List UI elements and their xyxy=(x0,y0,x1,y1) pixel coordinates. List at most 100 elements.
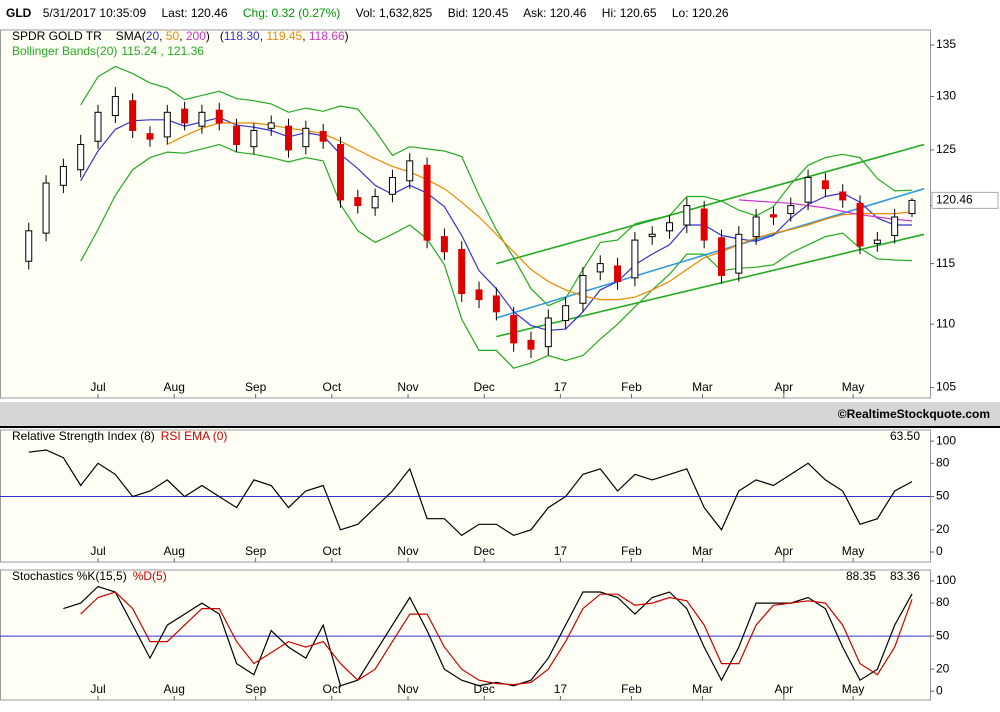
y-tick-label: 0 xyxy=(936,683,943,697)
bollinger-upper xyxy=(80,65,913,307)
candle-body xyxy=(42,182,50,234)
candle-body xyxy=(163,111,171,138)
legend-text: 121.36 xyxy=(167,44,204,58)
candle-body xyxy=(821,180,829,190)
y-tick-label: 0 xyxy=(936,544,943,558)
separator-band xyxy=(0,402,1000,426)
x-tick-label: Mar xyxy=(692,682,713,696)
candle-body xyxy=(371,196,379,209)
candle-body xyxy=(752,216,760,238)
candle-body xyxy=(839,191,847,201)
candle-body xyxy=(562,305,570,321)
candle-body xyxy=(596,263,604,273)
high: Hi: 120.65 xyxy=(602,6,657,20)
x-tick-label: Nov xyxy=(397,380,418,394)
candle-body xyxy=(769,214,777,218)
candle-body xyxy=(735,233,743,274)
y-tick-label: 125 xyxy=(936,142,956,156)
candle-body xyxy=(666,222,674,232)
datetime: 5/31/2017 10:35:09 xyxy=(43,6,147,20)
candle-body xyxy=(458,248,466,295)
x-tick-label: Nov xyxy=(397,544,418,558)
current-value: 63.50 xyxy=(890,429,920,443)
title: Stochastics %K(15,5) xyxy=(12,569,127,583)
candle-body xyxy=(146,133,154,140)
legend-text: , xyxy=(179,29,186,43)
x-tick-label: Jul xyxy=(90,682,105,696)
candle-body xyxy=(354,197,362,207)
legend-name: SPDR GOLD TR xyxy=(12,29,102,43)
x-tick-label: Apr xyxy=(774,682,793,696)
x-tick-label: 17 xyxy=(554,380,568,394)
x-tick-label: Dec xyxy=(474,544,495,558)
bollinger-legend: Bollinger Bands(20) 115.24 , 121.36 xyxy=(12,44,204,58)
indicator-line xyxy=(63,585,913,687)
title: %D(5) xyxy=(133,569,167,583)
x-tick-label: Oct xyxy=(322,682,341,696)
candle-body xyxy=(891,216,899,236)
x-tick-label: Sep xyxy=(245,682,267,696)
x-tick-label: May xyxy=(842,380,865,394)
x-tick-label: Oct xyxy=(322,380,341,394)
x-tick-label: Aug xyxy=(164,544,185,558)
candle-body xyxy=(510,315,518,344)
current-value: 83.36 xyxy=(890,569,920,583)
x-tick-label: Feb xyxy=(621,682,642,696)
indicator-line xyxy=(28,449,913,537)
plot-area xyxy=(0,29,931,399)
low: Lo: 120.26 xyxy=(672,6,729,20)
y-tick-label: 80 xyxy=(936,455,950,469)
x-tick-label: Jul xyxy=(90,380,105,394)
candle-body xyxy=(77,144,85,171)
candle-body xyxy=(406,160,414,182)
change: Chg: 0.32 (0.27%) xyxy=(243,6,340,20)
candle-body xyxy=(423,164,431,241)
current-value: 88.35 xyxy=(846,569,876,583)
y-tick-label: 20 xyxy=(936,522,950,536)
bollinger-lower xyxy=(80,143,913,369)
last-price-box xyxy=(931,191,999,209)
legend-value: 118.30 xyxy=(224,29,260,43)
trendline xyxy=(496,187,925,319)
x-tick-label: Feb xyxy=(621,544,642,558)
x-tick-label: Apr xyxy=(774,380,793,394)
candle-body xyxy=(302,127,310,148)
x-tick-label: Apr xyxy=(774,544,793,558)
legend-text: ) xyxy=(345,29,349,43)
volume: Vol: 1,632,825 xyxy=(356,6,433,20)
x-tick-label: Mar xyxy=(692,544,713,558)
candle-body xyxy=(59,165,67,186)
legend-text: 115.24 xyxy=(121,44,157,58)
candle-body xyxy=(319,131,327,142)
candle-body xyxy=(873,239,881,245)
candle-body xyxy=(631,239,639,279)
legend-text: , xyxy=(157,44,167,58)
x-tick-label: Aug xyxy=(164,682,185,696)
legend-value: 119.45 xyxy=(266,29,302,43)
candle-body xyxy=(25,230,33,262)
candle-body xyxy=(856,202,864,247)
candle-body xyxy=(336,144,344,201)
header: GLD 5/31/2017 10:35:09 Last: 120.46 Chg:… xyxy=(6,6,729,20)
candle-body xyxy=(614,265,622,282)
title: RSI EMA (0) xyxy=(161,429,228,443)
y-tick-label: 80 xyxy=(936,595,950,609)
watermark: ©RealtimeStockquote.com xyxy=(838,407,990,421)
legend-value: 118.66 xyxy=(309,29,345,43)
x-tick-label: Mar xyxy=(692,380,713,394)
candle-body xyxy=(717,237,725,276)
candle-body xyxy=(648,233,656,238)
ask: Ask: 120.46 xyxy=(523,6,587,20)
candle-body xyxy=(94,111,102,142)
candle-body xyxy=(440,236,448,253)
legend: SPDR GOLD TR SMA(20, 50, 200) (118.30, 119… xyxy=(12,29,349,43)
x-tick-label: Sep xyxy=(245,380,267,394)
legend-entry: 50 xyxy=(166,29,180,43)
x-tick-label: Nov xyxy=(397,682,418,696)
candle-body xyxy=(579,274,587,304)
x-tick-label: Feb xyxy=(621,380,642,394)
legend-text: , xyxy=(302,29,309,43)
candle-body xyxy=(908,199,916,215)
y-tick-label: 135 xyxy=(936,37,956,51)
candle-body xyxy=(804,176,812,203)
